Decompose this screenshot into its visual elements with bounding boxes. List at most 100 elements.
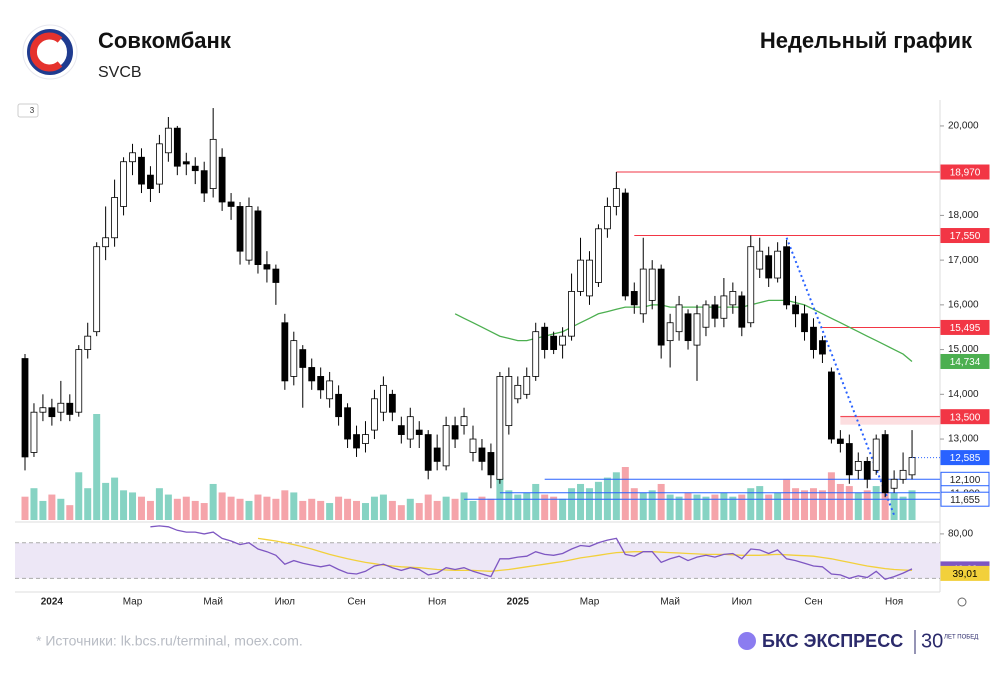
price-label-box xyxy=(940,450,990,466)
volume-bar xyxy=(577,483,585,520)
candle-body xyxy=(783,246,790,306)
candle-body xyxy=(630,291,638,306)
candle-body xyxy=(451,425,459,440)
subtitle: Недельный график xyxy=(760,28,973,53)
volume-bar xyxy=(129,492,137,520)
volume-bar xyxy=(182,496,190,520)
candle-body xyxy=(568,291,575,337)
volume-bar xyxy=(675,496,683,520)
x-tick-label: Мар xyxy=(123,597,143,608)
candle-body xyxy=(828,371,835,440)
candle-body xyxy=(39,407,47,413)
volume-bar xyxy=(290,492,298,520)
volume-bar xyxy=(245,500,253,520)
candle-body xyxy=(353,434,360,449)
settings-icon[interactable] xyxy=(957,597,967,607)
candle-body xyxy=(774,250,782,279)
volume-bar xyxy=(756,486,764,520)
candle-body xyxy=(415,429,423,435)
candle-body xyxy=(164,127,172,154)
volume-bar xyxy=(236,498,244,520)
volume-bar xyxy=(729,496,737,520)
candle-body xyxy=(57,402,65,413)
y-tick-label: 15,000 xyxy=(948,344,979,355)
badge[interactable] xyxy=(17,103,39,118)
price-label: 11,655 xyxy=(950,495,980,506)
candle-body xyxy=(227,201,235,207)
candle-body xyxy=(487,452,495,476)
candle-body xyxy=(245,206,253,261)
candle-body xyxy=(272,268,280,283)
price-label-box xyxy=(940,491,990,507)
candle-body xyxy=(111,197,118,239)
candle-body xyxy=(729,291,737,306)
volume-bar xyxy=(84,488,92,520)
candle-body xyxy=(84,335,92,350)
candle-body xyxy=(173,127,181,167)
volume-bar xyxy=(353,500,361,520)
volume-bar xyxy=(317,500,325,520)
candle-body xyxy=(810,326,817,350)
volume-bar xyxy=(155,488,163,520)
candle-body xyxy=(397,425,405,435)
price-label: 15,495 xyxy=(950,323,981,334)
volume-bar xyxy=(433,500,441,520)
volume-bar xyxy=(281,490,289,520)
volume-bar xyxy=(792,488,800,520)
candle-body xyxy=(604,206,611,230)
candle-body xyxy=(66,402,74,415)
candle-body xyxy=(899,469,907,480)
volume-bar xyxy=(388,500,396,520)
volume-bar xyxy=(899,496,907,520)
volume-bar xyxy=(747,488,755,520)
candle-body xyxy=(792,304,799,315)
brand-logo xyxy=(738,632,756,650)
candle-body xyxy=(756,250,764,270)
volume-bar xyxy=(200,503,208,520)
anniversary-text: ЛЕТ ПОБЕД xyxy=(944,635,978,641)
candle-body xyxy=(819,340,826,355)
volume-bar xyxy=(102,482,110,520)
candle-body xyxy=(496,376,504,480)
candle-body xyxy=(21,358,29,458)
volume-bar xyxy=(541,494,549,520)
candle-body xyxy=(890,478,898,489)
candle-body xyxy=(801,313,808,333)
volume-bar xyxy=(406,498,414,520)
x-tick-label: Июл xyxy=(275,597,295,608)
candle-body xyxy=(577,259,584,292)
candle-body xyxy=(424,434,432,471)
x-tick-label: Ноя xyxy=(885,597,903,608)
candle-body xyxy=(263,264,271,270)
candle-body xyxy=(406,416,414,440)
price-label: 17,550 xyxy=(950,231,981,242)
y-tick-label: 20,000 xyxy=(948,121,979,132)
volume-bar xyxy=(801,490,809,520)
candle-body xyxy=(514,384,522,400)
candle-body xyxy=(182,161,190,165)
candle-body xyxy=(586,259,593,297)
candle-body xyxy=(666,322,674,342)
candle-body xyxy=(281,322,289,382)
candle-body xyxy=(621,192,629,297)
volume-bar xyxy=(191,500,199,520)
volume-bar xyxy=(648,490,656,520)
volume-bar xyxy=(872,486,880,520)
rsi-line xyxy=(150,525,913,581)
volume-bar xyxy=(657,483,665,520)
candle-body xyxy=(129,152,136,163)
x-tick-label: 2024 xyxy=(41,597,64,608)
candle-body xyxy=(317,376,325,391)
candle-body xyxy=(523,376,531,395)
title: Совкомбанк xyxy=(98,28,232,53)
volume-bar xyxy=(854,492,862,520)
volume-bar xyxy=(39,500,47,520)
volume-bar xyxy=(774,492,782,520)
price-label-box xyxy=(940,319,990,335)
volume-bar xyxy=(164,494,172,520)
candle-body xyxy=(881,434,889,494)
volume-bar xyxy=(666,494,674,520)
volume-bar xyxy=(836,483,844,520)
badge-text[interactable]: 3 xyxy=(30,106,35,115)
candle-body xyxy=(460,416,468,427)
